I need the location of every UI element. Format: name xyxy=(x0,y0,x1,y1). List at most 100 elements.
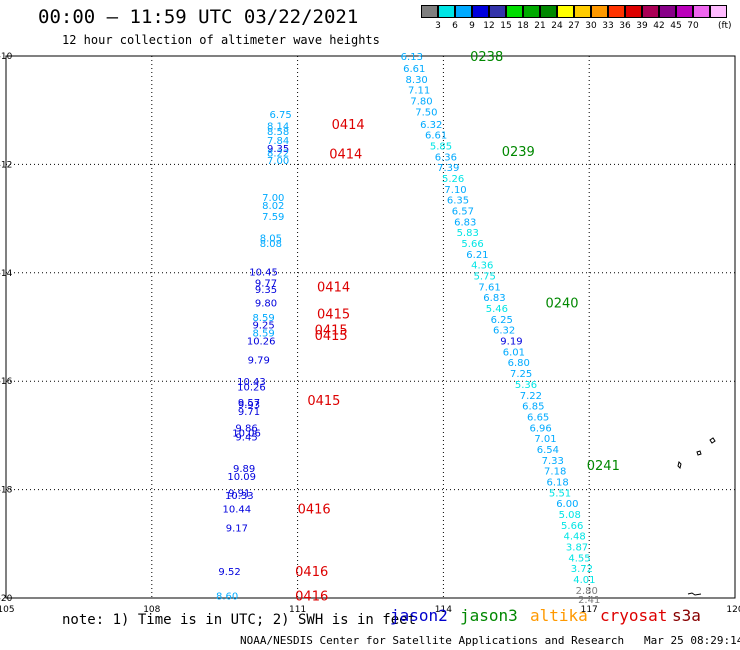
wave-height-value: 7.18 xyxy=(544,467,566,478)
color-legend-label: 70 xyxy=(687,21,699,31)
wave-height-value: 8.59 xyxy=(252,313,274,324)
color-legend-label: 3 xyxy=(435,21,441,31)
wave-height-value: 4.36 xyxy=(471,261,493,272)
color-legend-swatch xyxy=(625,5,642,18)
pass-label: 0415 xyxy=(315,329,348,344)
wave-height-value: 6.35 xyxy=(447,196,469,207)
x-tick-label: 114 xyxy=(435,605,452,615)
y-tick-label: -14 xyxy=(0,269,13,279)
wave-height-value: 9.57 xyxy=(238,398,260,409)
pass-label: 0238 xyxy=(470,50,503,65)
coastline-outline xyxy=(687,592,702,596)
x-tick-label: 105 xyxy=(0,605,15,615)
color-legend-swatch xyxy=(574,5,591,18)
wave-height-value: 7.00 xyxy=(262,193,284,204)
pass-label: 0416 xyxy=(298,503,331,518)
color-legend-label: 27 xyxy=(568,21,580,31)
wave-height-value: 7.10 xyxy=(444,185,466,196)
wave-height-value: 6.18 xyxy=(546,477,568,488)
color-legend-swatch xyxy=(489,5,506,18)
pass-label: 0239 xyxy=(502,145,535,160)
color-legend-swatch xyxy=(472,5,489,18)
color-legend-swatch xyxy=(642,5,659,18)
wave-height-value: 7.39 xyxy=(437,163,459,174)
wave-height-value: 10.45 xyxy=(249,268,278,279)
wave-height-value: 9.91 xyxy=(228,488,250,499)
satellite-legend-s3a: s3a xyxy=(672,606,701,625)
wave-height-value: 7.25 xyxy=(510,369,532,380)
y-tick-label: -18 xyxy=(0,486,13,496)
footer-credit: NOAA/NESDIS Center for Satellite Applica… xyxy=(240,634,740,647)
wave-height-value: 3.87 xyxy=(566,543,588,554)
satellite-legend-cryosat: cryosat xyxy=(600,606,668,625)
wave-height-value: 7.80 xyxy=(410,96,432,107)
wave-height-value: 8.22 xyxy=(267,148,289,159)
wave-height-value: 7.84 xyxy=(267,136,289,147)
wave-height-value: 9.93 xyxy=(238,400,260,411)
wave-height-value: 10.26 xyxy=(237,383,266,394)
wave-height-value: 10.33 xyxy=(225,491,254,502)
page-subtitle: 12 hour collection of altimeter wave hei… xyxy=(62,33,380,47)
color-legend-unit: (ft) xyxy=(718,21,732,31)
color-legend-label: 15 xyxy=(500,21,512,31)
wave-height-value: 7.00 xyxy=(267,156,289,167)
map-frame xyxy=(5,55,736,599)
wave-height-value: 5.46 xyxy=(486,304,508,315)
wave-height-value: 8.59 xyxy=(252,328,274,339)
wave-height-value: 9.35 xyxy=(267,144,289,155)
island-outline xyxy=(677,461,682,469)
color-legend-label: 45 xyxy=(670,21,682,31)
wave-height-value: 4.55 xyxy=(568,553,590,564)
x-tick-label: 120 xyxy=(726,605,740,615)
pass-label: 0241 xyxy=(587,459,620,474)
color-legend-label: 42 xyxy=(653,21,665,31)
wave-height-value: 6.36 xyxy=(435,152,457,163)
wave-height-value: 9.19 xyxy=(500,337,522,348)
wave-height-value: 10.44 xyxy=(223,505,252,516)
y-tick-label: -16 xyxy=(0,377,13,387)
footer-note: note: 1) Time is in UTC; 2) SWH is in fe… xyxy=(62,612,417,628)
wave-height-value: 5.36 xyxy=(515,380,537,391)
color-legend-swatch xyxy=(591,5,608,18)
wave-height-value: 9.25 xyxy=(252,320,274,331)
wave-height-value: 6.61 xyxy=(403,64,425,75)
wave-height-value: 9.35 xyxy=(255,285,277,296)
wave-height-value: 6.83 xyxy=(454,217,476,228)
satellite-legend-altika: altika xyxy=(530,606,588,625)
y-tick-label: -10 xyxy=(0,52,13,62)
color-legend-label: 39 xyxy=(636,21,648,31)
wave-height-value: 9.89 xyxy=(233,464,255,475)
pass-label: 0240 xyxy=(545,297,578,312)
color-legend-swatch xyxy=(710,5,727,18)
wave-height-value: 10.06 xyxy=(232,429,261,440)
wave-height-value: 5.85 xyxy=(430,141,452,152)
wave-height-value: 9.79 xyxy=(248,356,270,367)
page-title: 00:00 – 11:59 UTC 03/22/2021 xyxy=(38,6,359,28)
color-legend-swatch xyxy=(455,5,472,18)
wave-height-value: 5.51 xyxy=(549,488,571,499)
wave-height-value: 3.72 xyxy=(571,564,593,575)
color-legend-label: 24 xyxy=(551,21,563,31)
color-legend-swatch xyxy=(523,5,540,18)
wave-height-value: 5.26 xyxy=(442,174,464,185)
wave-height-value: 6.21 xyxy=(466,250,488,261)
wave-height-value: 5.83 xyxy=(457,228,479,239)
color-legend-swatch xyxy=(421,5,438,18)
wave-height-value: 6.57 xyxy=(452,206,474,217)
wave-height-value: 7.01 xyxy=(534,434,556,445)
satellite-legend-jason2: jason2 xyxy=(390,606,448,625)
wave-height-value: 6.54 xyxy=(537,445,559,456)
color-legend-label: 18 xyxy=(517,21,529,31)
wave-height-value: 8.14 xyxy=(267,121,289,132)
wave-height-value: 7.22 xyxy=(520,391,542,402)
wave-height-value: 9.45 xyxy=(235,432,257,443)
wave-height-value: 6.75 xyxy=(269,110,291,121)
color-legend-label: 30 xyxy=(585,21,597,31)
wave-height-value: 6.65 xyxy=(527,412,549,423)
wave-height-value: 8.05 xyxy=(260,234,282,245)
wave-height-value: 9.52 xyxy=(218,567,240,578)
wave-height-value: 9.17 xyxy=(226,524,248,535)
pass-label: 0414 xyxy=(329,148,362,163)
wave-height-value: 6.25 xyxy=(491,315,513,326)
